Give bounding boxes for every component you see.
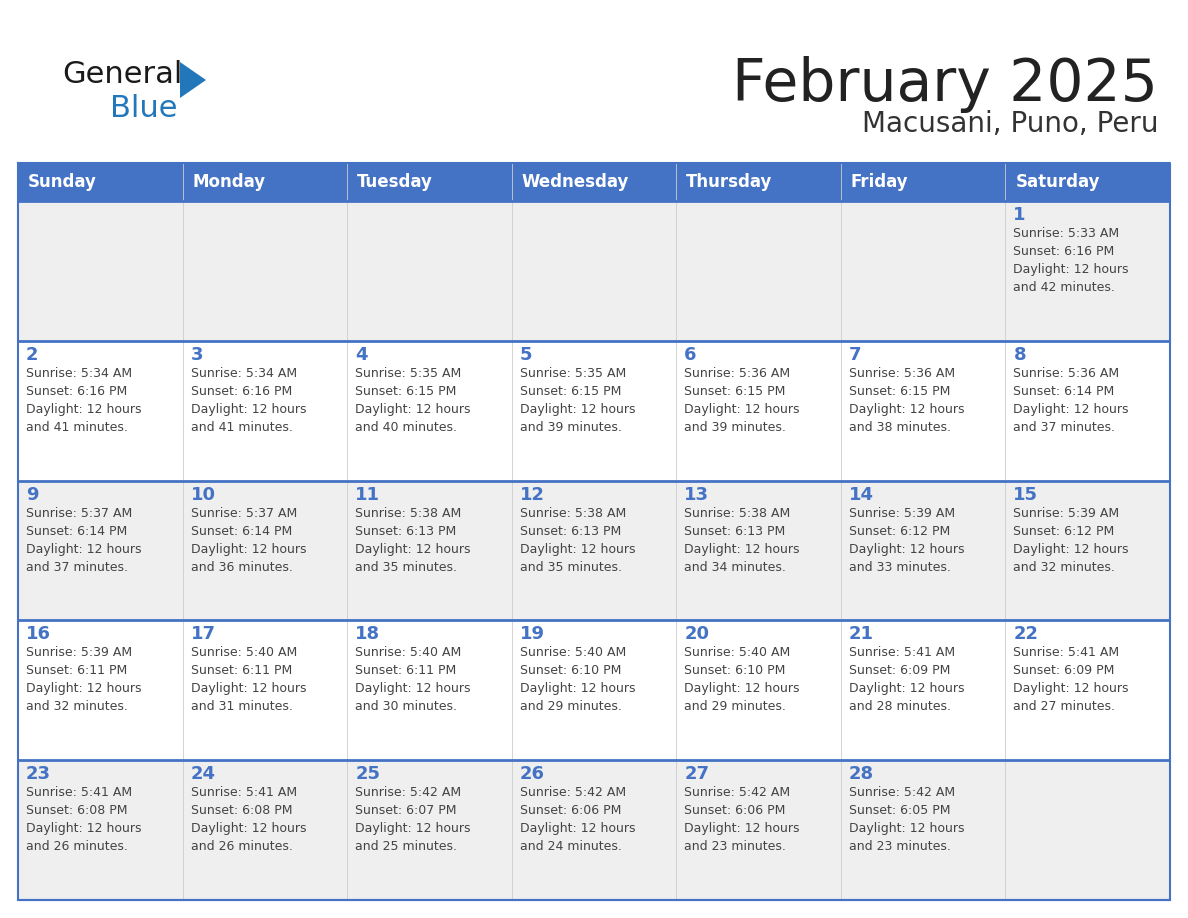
Text: Sunrise: 5:36 AM
Sunset: 6:14 PM
Daylight: 12 hours
and 37 minutes.: Sunrise: 5:36 AM Sunset: 6:14 PM Dayligh… <box>1013 367 1129 434</box>
Text: General: General <box>62 60 183 89</box>
Text: 8: 8 <box>1013 346 1026 364</box>
Text: 19: 19 <box>519 625 545 644</box>
Text: Blue: Blue <box>110 94 177 123</box>
Text: Sunrise: 5:39 AM
Sunset: 6:11 PM
Daylight: 12 hours
and 32 minutes.: Sunrise: 5:39 AM Sunset: 6:11 PM Dayligh… <box>26 646 141 713</box>
Text: 1: 1 <box>1013 206 1026 224</box>
Text: 13: 13 <box>684 486 709 504</box>
Text: Macusani, Puno, Peru: Macusani, Puno, Peru <box>861 110 1158 138</box>
Text: 27: 27 <box>684 766 709 783</box>
Bar <box>512 163 676 201</box>
Bar <box>183 163 347 201</box>
Text: 22: 22 <box>1013 625 1038 644</box>
Polygon shape <box>181 62 206 98</box>
Text: Sunrise: 5:40 AM
Sunset: 6:10 PM
Daylight: 12 hours
and 29 minutes.: Sunrise: 5:40 AM Sunset: 6:10 PM Dayligh… <box>684 646 800 713</box>
Text: Wednesday: Wednesday <box>522 173 630 191</box>
Text: Sunrise: 5:37 AM
Sunset: 6:14 PM
Daylight: 12 hours
and 37 minutes.: Sunrise: 5:37 AM Sunset: 6:14 PM Dayligh… <box>26 507 141 574</box>
Text: Sunrise: 5:38 AM
Sunset: 6:13 PM
Daylight: 12 hours
and 35 minutes.: Sunrise: 5:38 AM Sunset: 6:13 PM Dayligh… <box>519 507 636 574</box>
Text: Sunrise: 5:42 AM
Sunset: 6:05 PM
Daylight: 12 hours
and 23 minutes.: Sunrise: 5:42 AM Sunset: 6:05 PM Dayligh… <box>849 786 965 853</box>
Text: 7: 7 <box>849 346 861 364</box>
Text: Sunrise: 5:38 AM
Sunset: 6:13 PM
Daylight: 12 hours
and 35 minutes.: Sunrise: 5:38 AM Sunset: 6:13 PM Dayligh… <box>355 507 470 574</box>
Text: 26: 26 <box>519 766 545 783</box>
Bar <box>18 481 1170 621</box>
Bar <box>18 341 1170 481</box>
Text: Sunrise: 5:36 AM
Sunset: 6:15 PM
Daylight: 12 hours
and 38 minutes.: Sunrise: 5:36 AM Sunset: 6:15 PM Dayligh… <box>849 367 965 434</box>
Text: Monday: Monday <box>192 173 266 191</box>
Bar <box>676 163 841 201</box>
Bar <box>841 163 1005 201</box>
Text: Sunrise: 5:42 AM
Sunset: 6:06 PM
Daylight: 12 hours
and 24 minutes.: Sunrise: 5:42 AM Sunset: 6:06 PM Dayligh… <box>519 786 636 853</box>
Text: Sunrise: 5:41 AM
Sunset: 6:09 PM
Daylight: 12 hours
and 27 minutes.: Sunrise: 5:41 AM Sunset: 6:09 PM Dayligh… <box>1013 646 1129 713</box>
Text: 20: 20 <box>684 625 709 644</box>
Bar <box>18 201 1170 341</box>
Text: 11: 11 <box>355 486 380 504</box>
Text: Sunrise: 5:40 AM
Sunset: 6:10 PM
Daylight: 12 hours
and 29 minutes.: Sunrise: 5:40 AM Sunset: 6:10 PM Dayligh… <box>519 646 636 713</box>
Text: 3: 3 <box>190 346 203 364</box>
Text: Tuesday: Tuesday <box>358 173 432 191</box>
Text: 5: 5 <box>519 346 532 364</box>
Text: Sunrise: 5:39 AM
Sunset: 6:12 PM
Daylight: 12 hours
and 32 minutes.: Sunrise: 5:39 AM Sunset: 6:12 PM Dayligh… <box>1013 507 1129 574</box>
Text: 17: 17 <box>190 625 215 644</box>
Text: 2: 2 <box>26 346 38 364</box>
Text: Saturday: Saturday <box>1016 173 1100 191</box>
Text: Sunrise: 5:42 AM
Sunset: 6:07 PM
Daylight: 12 hours
and 25 minutes.: Sunrise: 5:42 AM Sunset: 6:07 PM Dayligh… <box>355 786 470 853</box>
Text: Thursday: Thursday <box>687 173 772 191</box>
Text: Sunrise: 5:40 AM
Sunset: 6:11 PM
Daylight: 12 hours
and 31 minutes.: Sunrise: 5:40 AM Sunset: 6:11 PM Dayligh… <box>190 646 307 713</box>
Text: Sunrise: 5:39 AM
Sunset: 6:12 PM
Daylight: 12 hours
and 33 minutes.: Sunrise: 5:39 AM Sunset: 6:12 PM Dayligh… <box>849 507 965 574</box>
Text: Sunday: Sunday <box>29 173 97 191</box>
Text: 24: 24 <box>190 766 215 783</box>
Text: 18: 18 <box>355 625 380 644</box>
Text: Sunrise: 5:34 AM
Sunset: 6:16 PM
Daylight: 12 hours
and 41 minutes.: Sunrise: 5:34 AM Sunset: 6:16 PM Dayligh… <box>26 367 141 434</box>
Text: Sunrise: 5:41 AM
Sunset: 6:08 PM
Daylight: 12 hours
and 26 minutes.: Sunrise: 5:41 AM Sunset: 6:08 PM Dayligh… <box>190 786 307 853</box>
Bar <box>18 621 1170 760</box>
Bar <box>18 163 183 201</box>
Text: Friday: Friday <box>851 173 909 191</box>
Text: 6: 6 <box>684 346 697 364</box>
Text: Sunrise: 5:42 AM
Sunset: 6:06 PM
Daylight: 12 hours
and 23 minutes.: Sunrise: 5:42 AM Sunset: 6:06 PM Dayligh… <box>684 786 800 853</box>
Text: 15: 15 <box>1013 486 1038 504</box>
Text: February 2025: February 2025 <box>732 56 1158 113</box>
Text: 23: 23 <box>26 766 51 783</box>
Text: Sunrise: 5:40 AM
Sunset: 6:11 PM
Daylight: 12 hours
and 30 minutes.: Sunrise: 5:40 AM Sunset: 6:11 PM Dayligh… <box>355 646 470 713</box>
Text: Sunrise: 5:35 AM
Sunset: 6:15 PM
Daylight: 12 hours
and 39 minutes.: Sunrise: 5:35 AM Sunset: 6:15 PM Dayligh… <box>519 367 636 434</box>
Text: 28: 28 <box>849 766 874 783</box>
Text: Sunrise: 5:41 AM
Sunset: 6:08 PM
Daylight: 12 hours
and 26 minutes.: Sunrise: 5:41 AM Sunset: 6:08 PM Dayligh… <box>26 786 141 853</box>
Text: 9: 9 <box>26 486 38 504</box>
Bar <box>347 163 512 201</box>
Text: 14: 14 <box>849 486 874 504</box>
Text: 10: 10 <box>190 486 215 504</box>
Text: 16: 16 <box>26 625 51 644</box>
Text: Sunrise: 5:41 AM
Sunset: 6:09 PM
Daylight: 12 hours
and 28 minutes.: Sunrise: 5:41 AM Sunset: 6:09 PM Dayligh… <box>849 646 965 713</box>
Text: Sunrise: 5:35 AM
Sunset: 6:15 PM
Daylight: 12 hours
and 40 minutes.: Sunrise: 5:35 AM Sunset: 6:15 PM Dayligh… <box>355 367 470 434</box>
Text: 21: 21 <box>849 625 874 644</box>
Text: Sunrise: 5:37 AM
Sunset: 6:14 PM
Daylight: 12 hours
and 36 minutes.: Sunrise: 5:37 AM Sunset: 6:14 PM Dayligh… <box>190 507 307 574</box>
Bar <box>18 760 1170 900</box>
Text: Sunrise: 5:34 AM
Sunset: 6:16 PM
Daylight: 12 hours
and 41 minutes.: Sunrise: 5:34 AM Sunset: 6:16 PM Dayligh… <box>190 367 307 434</box>
Text: Sunrise: 5:33 AM
Sunset: 6:16 PM
Daylight: 12 hours
and 42 minutes.: Sunrise: 5:33 AM Sunset: 6:16 PM Dayligh… <box>1013 227 1129 294</box>
Text: Sunrise: 5:38 AM
Sunset: 6:13 PM
Daylight: 12 hours
and 34 minutes.: Sunrise: 5:38 AM Sunset: 6:13 PM Dayligh… <box>684 507 800 574</box>
Text: Sunrise: 5:36 AM
Sunset: 6:15 PM
Daylight: 12 hours
and 39 minutes.: Sunrise: 5:36 AM Sunset: 6:15 PM Dayligh… <box>684 367 800 434</box>
Bar <box>1005 163 1170 201</box>
Text: 25: 25 <box>355 766 380 783</box>
Text: 4: 4 <box>355 346 367 364</box>
Text: 12: 12 <box>519 486 545 504</box>
